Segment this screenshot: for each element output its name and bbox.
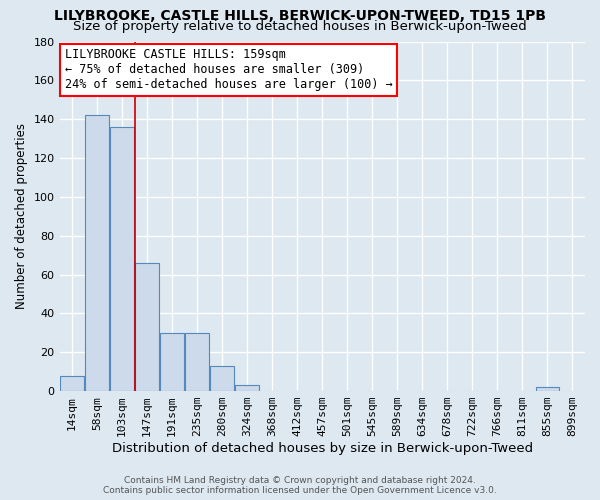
- Bar: [210, 366, 234, 391]
- Bar: [235, 386, 259, 391]
- Text: Size of property relative to detached houses in Berwick-upon-Tweed: Size of property relative to detached ho…: [73, 20, 527, 33]
- Bar: [110, 127, 134, 391]
- Bar: [85, 116, 109, 391]
- Y-axis label: Number of detached properties: Number of detached properties: [15, 124, 28, 310]
- Text: Contains HM Land Registry data © Crown copyright and database right 2024.
Contai: Contains HM Land Registry data © Crown c…: [103, 476, 497, 495]
- Text: LILYBROOKE, CASTLE HILLS, BERWICK-UPON-TWEED, TD15 1PB: LILYBROOKE, CASTLE HILLS, BERWICK-UPON-T…: [54, 9, 546, 23]
- Bar: [60, 376, 84, 391]
- X-axis label: Distribution of detached houses by size in Berwick-upon-Tweed: Distribution of detached houses by size …: [112, 442, 533, 455]
- Text: LILYBROOKE CASTLE HILLS: 159sqm
← 75% of detached houses are smaller (309)
24% o: LILYBROOKE CASTLE HILLS: 159sqm ← 75% of…: [65, 48, 392, 92]
- Bar: [160, 333, 184, 391]
- Bar: [185, 333, 209, 391]
- Bar: [536, 387, 559, 391]
- Bar: [135, 263, 159, 391]
